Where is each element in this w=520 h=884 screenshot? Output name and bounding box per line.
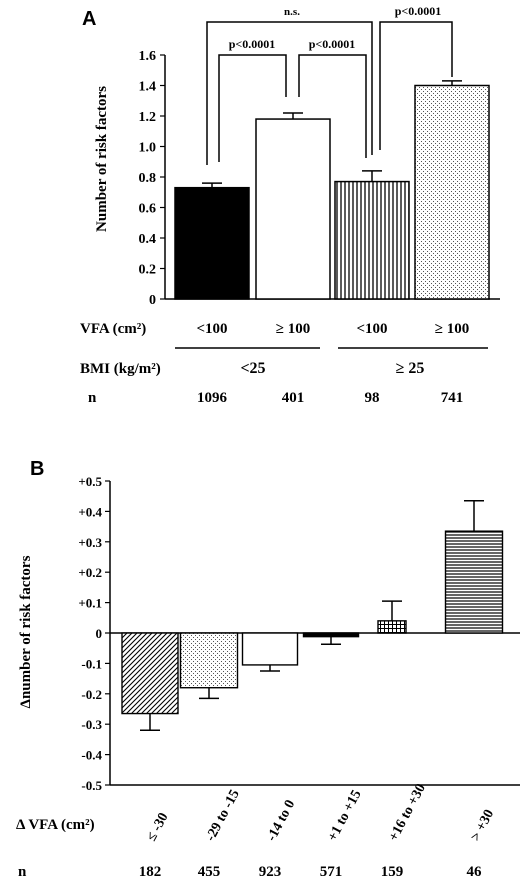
chart-a: 0 0.2 0.4 0.6 0.8 1.0 1.2 1.4 1.6 <100 1096 ≥ 100 40… xyxy=(139,4,500,406)
n-value-a: 1096 xyxy=(197,390,228,406)
y-tick-label-b: -0.2 xyxy=(81,687,102,702)
bar-b xyxy=(121,632,179,715)
bar-b xyxy=(377,620,407,634)
y-tick-label-a: 0 xyxy=(149,293,156,308)
n-value-b: 46 xyxy=(467,864,483,880)
y-tick-label-b: +0.3 xyxy=(78,535,102,550)
y-tick-label-a: 0.6 xyxy=(139,202,157,217)
y-tick-label-b: -0.1 xyxy=(81,656,102,671)
bar-b xyxy=(179,632,239,689)
bar-a xyxy=(334,180,410,300)
panel-label-a: A xyxy=(82,8,96,30)
vfa-row-label-b: Δ VFA (cm²) xyxy=(16,817,95,833)
y-tick-label-a: 1.2 xyxy=(139,110,157,125)
bar-b xyxy=(302,632,360,638)
n-value-a: 401 xyxy=(282,390,305,406)
y-tick-label-b: 0 xyxy=(96,626,103,641)
significance-label: p<0.0001 xyxy=(229,37,276,51)
n-row-label-a: n xyxy=(88,390,97,406)
vfa-category-label-b: ≤ -30 xyxy=(144,810,171,843)
y-tick-label-a: 1.0 xyxy=(139,141,157,156)
y-tick-label-b: +0.4 xyxy=(78,504,102,519)
y-tick-label-b: -0.5 xyxy=(81,778,102,793)
n-value-b: 455 xyxy=(198,864,221,880)
bar-a xyxy=(255,118,331,300)
y-tick-label-a: 1.6 xyxy=(139,49,157,64)
vfa-category-label-b: +16 to +30 xyxy=(386,782,429,844)
y-tick-label-a: 0.8 xyxy=(139,171,157,186)
y-axis-title-b: Δnumber of risk factors xyxy=(18,555,34,708)
vfa-category-label-a: <100 xyxy=(196,321,227,337)
n-value-b: 159 xyxy=(381,864,404,880)
bar-b xyxy=(444,530,504,634)
y-tick-label-a: 1.4 xyxy=(139,80,157,95)
vfa-category-label-b: +1 to +15 xyxy=(325,788,364,844)
vfa-category-label-a: ≥ 100 xyxy=(276,321,310,337)
significance-label: p<0.0001 xyxy=(395,4,442,18)
y-tick-label-a: 0.4 xyxy=(139,232,157,247)
n-value-a: 98 xyxy=(365,390,380,406)
n-value-b: 182 xyxy=(139,864,162,880)
bmi-row-label-a: BMI (kg/m²) xyxy=(80,361,161,377)
n-row-label-b: n xyxy=(18,864,27,880)
n-value-b: 571 xyxy=(320,864,343,880)
n-value-b: 923 xyxy=(259,864,282,880)
y-axis-title-a: Number of risk factors xyxy=(94,86,110,232)
vfa-category-label-b: > +30 xyxy=(468,807,497,844)
significance-bracket xyxy=(379,21,453,150)
bar-a xyxy=(414,84,490,300)
significance-bracket xyxy=(206,21,373,165)
bar-a xyxy=(174,186,250,300)
vfa-category-label-b: -14 to 0 xyxy=(264,798,298,844)
y-tick-label-a: 0.2 xyxy=(139,263,157,278)
n-value-a: 741 xyxy=(441,390,464,406)
vfa-row-label-a: VFA (cm²) xyxy=(80,321,146,337)
vfa-category-label-a: <100 xyxy=(356,321,387,337)
y-tick-label-b: +0.1 xyxy=(78,596,102,611)
significance-bracket xyxy=(218,54,287,162)
bar-b xyxy=(241,632,299,666)
y-tick-label-b: -0.4 xyxy=(81,748,102,763)
bmi-group-label-1: <25 xyxy=(240,360,265,377)
significance-bracket xyxy=(298,54,367,158)
y-tick-label-b: +0.2 xyxy=(78,565,102,580)
significance-label: n.s. xyxy=(284,6,300,18)
panel-label-b: B xyxy=(30,458,44,480)
chart-b: -0.5 -0.4 -0.3 -0.2 -0.1 0 +0.1 +0.2 +0.3 +0.4 +0.… xyxy=(78,474,520,880)
y-tick-label-b: -0.3 xyxy=(81,717,102,732)
vfa-category-label-a: ≥ 100 xyxy=(435,321,469,337)
bmi-group-label-2: ≥ 25 xyxy=(396,360,425,377)
significance-label: p<0.0001 xyxy=(309,37,356,51)
vfa-category-label-b: -29 to -15 xyxy=(203,787,243,843)
y-tick-label-b: +0.5 xyxy=(78,474,102,489)
